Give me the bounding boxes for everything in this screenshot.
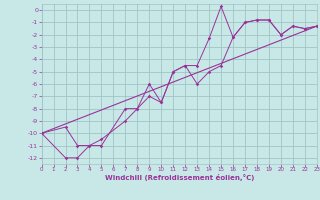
X-axis label: Windchill (Refroidissement éolien,°C): Windchill (Refroidissement éolien,°C) <box>105 174 254 181</box>
